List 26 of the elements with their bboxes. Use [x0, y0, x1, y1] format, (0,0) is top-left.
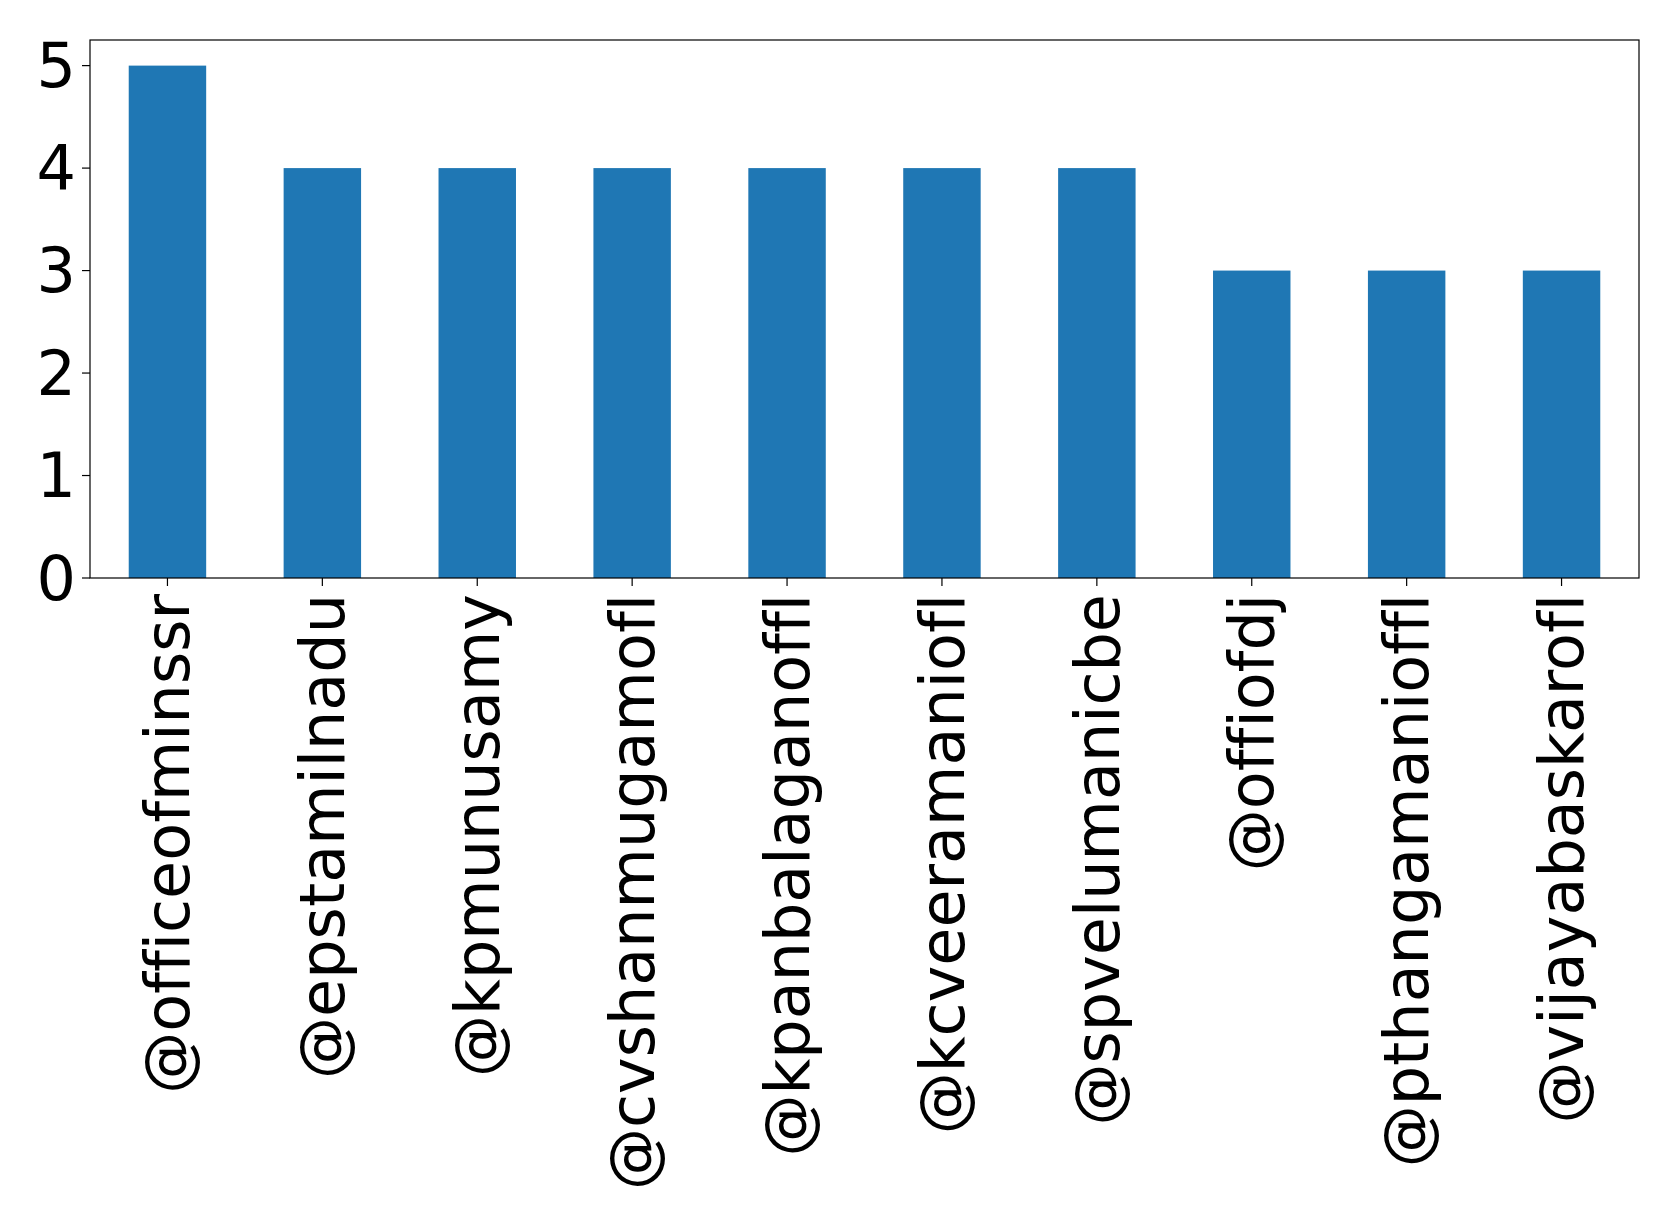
y-tick-label: 1: [36, 439, 76, 513]
y-tick-label: 0: [36, 541, 76, 615]
bar: [1058, 168, 1136, 578]
x-tick-label: @vijayabaskarofl: [1525, 594, 1599, 1124]
bar: [903, 168, 981, 578]
bar: [128, 65, 207, 578]
x-tick-label: @officeofminssr: [131, 593, 205, 1094]
bar: [593, 168, 671, 578]
x-tick-label: @pthangamanioffl: [1370, 594, 1444, 1168]
y-tick-label: 3: [36, 234, 76, 308]
bar: [1367, 270, 1446, 578]
x-tick-label: @spvelumanicbe: [1060, 594, 1134, 1126]
bar: [1213, 270, 1291, 578]
y-tick-label: 2: [36, 336, 76, 410]
x-tick-label: @kpanbalaganoffl: [750, 594, 824, 1157]
bar: [438, 168, 516, 578]
y-tick-label: 5: [36, 29, 76, 103]
y-tick-label: 4: [36, 131, 76, 205]
x-tick-label: @epstamilnadu: [286, 594, 360, 1079]
x-tick-label: @offiofdj: [1215, 594, 1289, 872]
x-tick-label: @kcveeramaniofl: [905, 594, 979, 1135]
x-tick-label: @kpmunusamy: [440, 594, 514, 1077]
bar: [748, 168, 826, 578]
x-tick-label: @cvshanmugamofl: [595, 594, 669, 1191]
bar: [1522, 270, 1601, 578]
bar: [283, 168, 362, 578]
